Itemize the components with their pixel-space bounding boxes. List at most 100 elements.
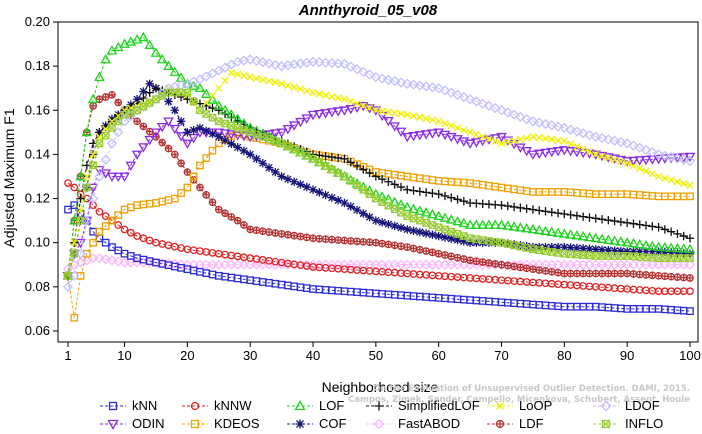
data-point (352, 205, 362, 215)
legend-swatch-marker (496, 402, 504, 410)
data-point (434, 231, 443, 241)
data-point (328, 92, 336, 101)
data-point (427, 82, 438, 93)
data-point (653, 241, 664, 251)
data-point (466, 128, 474, 137)
data-point (566, 250, 575, 259)
data-point (76, 216, 85, 225)
data-point (584, 129, 595, 141)
data-point (503, 201, 512, 211)
data-point (642, 271, 650, 279)
data-point (634, 156, 646, 166)
data-point (439, 85, 451, 96)
data-point (226, 109, 237, 119)
data-point (640, 239, 652, 250)
data-point (340, 198, 349, 208)
data-point (403, 212, 412, 221)
data-point (408, 132, 419, 142)
data-point (313, 109, 325, 120)
data-point (666, 248, 676, 257)
data-point (603, 234, 614, 244)
data-point (252, 154, 261, 164)
data-point (169, 66, 181, 76)
data-point (94, 171, 105, 182)
data-point (114, 221, 123, 229)
legend-item-knn: kNN (100, 398, 157, 413)
data-point (334, 236, 343, 244)
data-point (396, 223, 406, 232)
data-point (685, 249, 695, 258)
legend-item-ldf: LDF (487, 416, 544, 431)
data-point (527, 150, 539, 160)
data-point (533, 224, 545, 235)
data-point (370, 72, 381, 83)
data-point (108, 117, 116, 125)
data-point (578, 244, 588, 253)
data-point (447, 193, 456, 202)
data-point (471, 219, 482, 229)
data-point (64, 179, 72, 187)
data-point (628, 140, 639, 151)
data-point (654, 247, 663, 256)
data-point (609, 135, 620, 146)
data-point (95, 139, 104, 148)
data-point (546, 120, 557, 131)
data-point (233, 70, 242, 78)
data-point (227, 69, 236, 77)
data-point (629, 162, 638, 170)
data-point (521, 113, 532, 125)
data-point (654, 271, 663, 280)
data-point (547, 208, 556, 217)
data-point (466, 256, 474, 265)
data-point (346, 177, 355, 185)
data-point (414, 205, 426, 215)
data-point (591, 214, 600, 223)
data-point (340, 236, 349, 245)
data-point (383, 74, 394, 85)
data-point (340, 172, 349, 181)
legend-swatch-marker (190, 401, 200, 411)
data-point (108, 90, 116, 99)
data-point (684, 259, 696, 270)
data-point (560, 137, 569, 145)
data-point (321, 91, 330, 99)
data-point (119, 172, 130, 182)
data-point (207, 94, 218, 104)
data-point (415, 216, 424, 225)
data-point (150, 47, 162, 57)
data-point (485, 259, 493, 267)
data-point (579, 269, 588, 278)
data-point (365, 238, 374, 247)
data-point (409, 244, 418, 253)
data-point (472, 130, 481, 139)
data-point (527, 116, 539, 127)
data-point (314, 57, 325, 68)
data-point (102, 125, 110, 133)
legend-item-loop: LoOP (487, 398, 552, 413)
data-point (327, 193, 337, 202)
data-point (527, 223, 539, 234)
data-point (296, 85, 305, 93)
data-point (629, 247, 638, 256)
data-point (221, 119, 229, 128)
y-tick-label: 0.06 (25, 323, 50, 338)
data-point (622, 247, 632, 256)
data-point (138, 143, 149, 153)
data-point (371, 216, 381, 225)
data-point (270, 59, 281, 70)
data-point (125, 161, 137, 171)
data-point (384, 240, 393, 249)
data-point (208, 91, 217, 100)
data-point (196, 161, 204, 170)
data-point (452, 215, 463, 226)
data-point (654, 223, 663, 232)
data-point (497, 260, 506, 269)
data-point (353, 181, 361, 190)
data-point (196, 106, 204, 115)
data-point (434, 249, 443, 258)
data-point (264, 163, 274, 172)
data-point (131, 34, 143, 44)
data-point (332, 107, 344, 117)
data-point (541, 134, 550, 143)
data-point (100, 254, 111, 265)
